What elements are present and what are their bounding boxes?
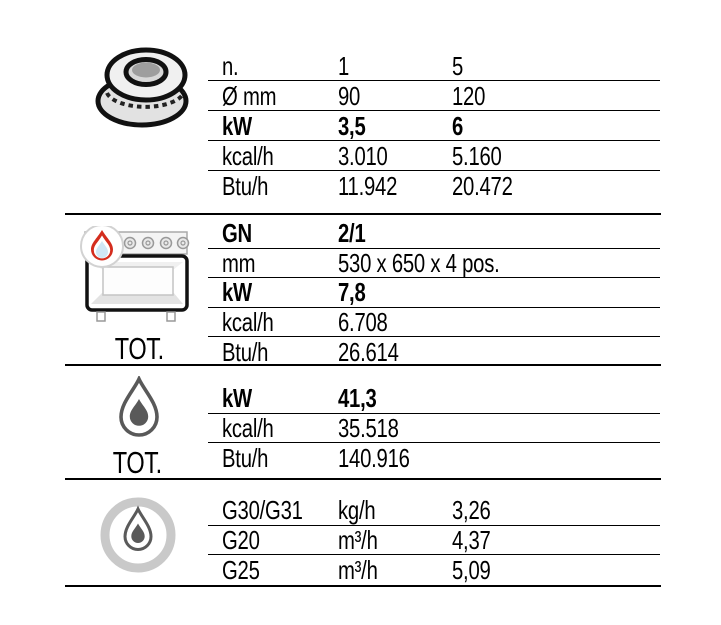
gas-consumption-table: G30/G31 kg/h 3,26 G20 m³/h 4,37 G25 m³/h… (208, 496, 660, 585)
spec-label: Btu/h (222, 171, 269, 201)
flame-core (131, 523, 145, 543)
spec-label: kW (222, 383, 252, 414)
total-spec-table: kW 41,3 kcal/h 35.518 Btu/h 140.916 (208, 384, 660, 473)
spec-row: G20 m³/h 4,37 (208, 524, 660, 555)
gas-burner-icon (95, 44, 195, 135)
gas-type-label: G25 (222, 554, 260, 585)
spec-row: kcal/h 35.518 (208, 412, 660, 443)
spec-label: kcal/h (222, 412, 274, 443)
gas-unit-label: kg/h (338, 495, 376, 526)
spec-label: mm (222, 247, 256, 278)
spec-row: GN 2/1 (208, 219, 660, 249)
spec-value: 1 (338, 50, 350, 81)
spec-row: G30/G31 kg/h 3,26 (208, 496, 660, 526)
oven-foot-left (96, 311, 106, 322)
spec-row: G25 m³/h 5,09 (208, 555, 660, 585)
spec-value: 26.614 (338, 336, 399, 367)
spec-value: 20.472 (452, 171, 513, 201)
spec-value: 530 x 650 x 4 pos. (338, 247, 500, 278)
spec-label: Btu/h (222, 442, 269, 473)
bottom-divider (65, 585, 661, 587)
gas-flame-circle-icon (99, 496, 177, 579)
spec-row: kW 3,5 6 (208, 111, 660, 141)
flame-core (129, 399, 149, 426)
spec-value: 120 (452, 80, 486, 111)
spec-label: GN (222, 218, 252, 249)
spec-value: 41,3 (338, 383, 377, 414)
spec-value: 5.160 (452, 140, 502, 171)
oven-foot-right (166, 311, 176, 322)
spec-label: Btu/h (222, 336, 269, 367)
spec-row: n. 1 5 (208, 51, 660, 81)
spec-value: 3,5 (338, 110, 366, 141)
spec-label: kcal/h (222, 306, 274, 337)
spec-value: 140.916 (338, 442, 410, 473)
spec-label: n. (222, 50, 239, 81)
gas-oven-icon (75, 224, 193, 329)
spec-row: Btu/h 26.614 (208, 337, 660, 367)
icon-ring (100, 497, 176, 573)
gas-value: 5,09 (452, 554, 491, 585)
gas-type-label: G20 (222, 524, 260, 555)
gas-unit-label: m³/h (338, 554, 378, 585)
burner-flame-ports (105, 91, 186, 109)
oven-total-label: TOT. (114, 331, 164, 366)
burner-hole-shadow (132, 62, 160, 78)
section-divider (65, 364, 661, 366)
spec-label: Ø mm (222, 80, 277, 111)
section-divider (65, 478, 661, 480)
spec-value: 5 (452, 50, 464, 81)
spec-row: Btu/h 11.942 20.472 (208, 171, 660, 201)
spec-value: 6.708 (338, 306, 388, 337)
oven-knobs (123, 236, 190, 250)
spec-value: 3.010 (338, 140, 388, 171)
spec-label: kW (222, 110, 252, 141)
power-total-label: TOT. (112, 445, 162, 480)
gas-unit-label: m³/h (338, 524, 378, 555)
flame-icon (114, 374, 164, 443)
gas-flame-badge (80, 224, 124, 268)
spec-value: 35.518 (338, 412, 399, 443)
spec-row: kcal/h 3.010 5.160 (208, 141, 660, 171)
gas-value: 4,37 (452, 524, 491, 555)
section-divider (65, 213, 661, 215)
oven-spec-table: GN 2/1 mm 530 x 650 x 4 pos. kW 7,8 kcal… (208, 219, 660, 367)
spec-row: Btu/h 140.916 (208, 443, 660, 473)
spec-value: 7,8 (338, 277, 366, 308)
oven-door-window (102, 266, 174, 296)
spec-value: 90 (338, 80, 361, 111)
spec-label: kcal/h (222, 140, 274, 171)
gas-type-label: G30/G31 (222, 495, 303, 526)
gas-value: 3,26 (452, 495, 491, 526)
spec-row: kW 7,8 (208, 278, 660, 308)
spec-row: kW 41,3 (208, 384, 660, 414)
spec-value: 11.942 (338, 171, 398, 201)
spec-value: 2/1 (338, 218, 366, 249)
spec-label: kW (222, 277, 252, 308)
spec-row: kcal/h 6.708 (208, 306, 660, 337)
spec-value: 6 (452, 110, 464, 141)
burners-spec-table: n. 1 5 Ø mm 90 120 kW 3,5 6 kcal/h 3.010… (208, 51, 660, 201)
spec-row: mm 530 x 650 x 4 pos. (208, 247, 660, 278)
spec-row: Ø mm 90 120 (208, 81, 660, 111)
